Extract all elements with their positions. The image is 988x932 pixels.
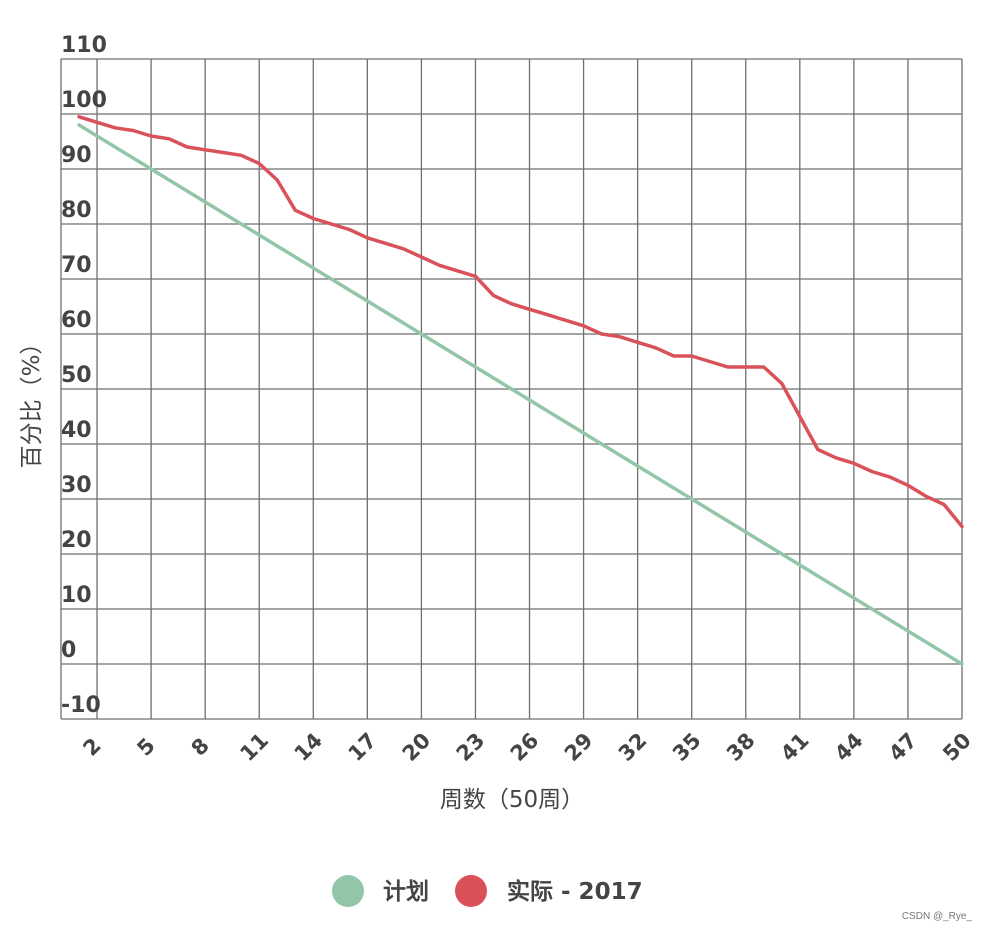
x-tick-label: 29	[560, 728, 598, 766]
y-tick-label: 20	[61, 528, 92, 553]
x-tick-label: 26	[506, 728, 544, 766]
y-tick-label: 0	[61, 638, 76, 663]
y-tick-label: 30	[61, 473, 92, 498]
legend-label-actual: 实际 - 2017	[507, 878, 643, 905]
x-tick-label: 41	[776, 728, 814, 766]
y-tick-label: 70	[61, 253, 92, 278]
y-tick-label: 10	[61, 583, 92, 608]
x-tick-label: 20	[398, 728, 436, 766]
x-tick-label: 5	[132, 733, 159, 760]
x-tick-label: 2	[78, 733, 105, 760]
x-tick-label: 23	[452, 728, 490, 766]
y-axis-title: 百分比（%）	[19, 332, 45, 469]
y-tick-label: 90	[61, 143, 92, 168]
x-tick-label: 17	[344, 728, 382, 766]
x-axis-title: 周数（50周）	[440, 787, 584, 813]
x-tick-label: 11	[235, 728, 273, 766]
grid-lines	[60, 58, 963, 720]
y-tick-label: 60	[61, 308, 92, 333]
series-line-actual	[77, 115, 964, 529]
legend-swatch-actual	[455, 875, 487, 907]
series-lines	[77, 115, 964, 666]
series-line-plan	[77, 123, 964, 666]
x-tick-label: 44	[830, 728, 868, 766]
y-tick-label: 40	[61, 418, 92, 443]
y-tick-label: 100	[61, 88, 107, 113]
x-tick-label: 38	[722, 728, 760, 766]
y-axis-ticks: -10 0 10 20 30 40 50 60 70 80 90 100 110	[61, 33, 107, 718]
x-tick-label: 35	[668, 728, 706, 766]
x-tick-label: 50	[938, 728, 976, 766]
x-tick-label: 47	[884, 728, 922, 766]
legend-label-plan: 计划	[383, 879, 429, 905]
y-tick-label: 80	[61, 198, 92, 223]
y-tick-label: 50	[61, 363, 92, 388]
y-tick-label: -10	[61, 693, 101, 718]
x-tick-label: 8	[187, 733, 214, 760]
watermark: CSDN @_Rye_	[901, 911, 972, 922]
x-tick-label: 14	[290, 728, 328, 766]
legend-swatch-plan	[332, 875, 364, 907]
x-tick-label: 32	[614, 728, 652, 766]
x-axis-ticks: 2 5 8 11 14 17 20 23 26 29 32 35 38 41 44 47 50	[78, 728, 975, 766]
y-tick-label: 110	[61, 33, 107, 58]
legend: 计划 实际 - 2017	[332, 875, 643, 907]
